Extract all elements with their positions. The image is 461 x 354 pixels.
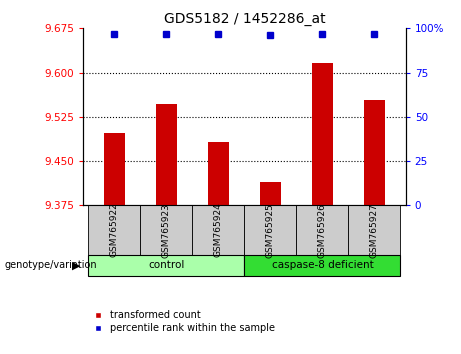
Bar (104, 133, 124, 205)
Bar (244, 255, 401, 276)
Text: GSM765922: GSM765922 (110, 203, 119, 257)
Bar (88, 255, 244, 276)
Text: genotype/variation: genotype/variation (5, 261, 97, 270)
Bar (364, 100, 385, 205)
Bar (349, 205, 401, 255)
Bar (296, 205, 349, 255)
Text: GSM765927: GSM765927 (370, 202, 379, 258)
Bar (208, 142, 229, 205)
Bar (156, 104, 177, 205)
Bar (88, 205, 140, 255)
Bar (192, 205, 244, 255)
Bar (244, 205, 296, 255)
Text: caspase-8 deficient: caspase-8 deficient (272, 261, 373, 270)
Bar (312, 63, 333, 205)
Legend: transformed count, percentile rank within the sample: transformed count, percentile rank withi… (88, 310, 275, 333)
Text: GSM765925: GSM765925 (266, 202, 275, 258)
Text: GSM765926: GSM765926 (318, 202, 327, 258)
Title: GDS5182 / 1452286_at: GDS5182 / 1452286_at (164, 12, 325, 26)
Text: control: control (148, 261, 184, 270)
Text: ▶: ▶ (72, 261, 81, 270)
Bar (140, 205, 192, 255)
Bar (260, 182, 281, 205)
Text: GSM765923: GSM765923 (162, 202, 171, 258)
Text: GSM765924: GSM765924 (214, 203, 223, 257)
